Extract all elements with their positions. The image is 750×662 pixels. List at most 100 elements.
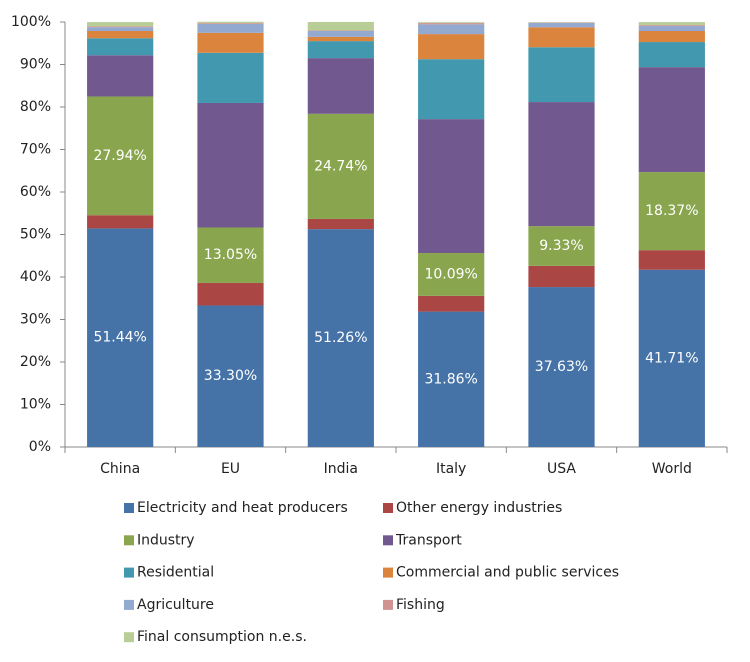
bar-segment: [418, 34, 485, 60]
legend-swatch: [383, 567, 393, 578]
bar-segment: [197, 23, 264, 33]
data-label: 41.71%: [645, 350, 698, 366]
legend-swatch: [383, 599, 393, 610]
bar-segment: [418, 22, 485, 24]
data-label: 33.30%: [204, 368, 257, 384]
bar-segment: [418, 252, 485, 296]
x-tick-label: World: [652, 461, 692, 477]
data-label: 10.09%: [424, 266, 477, 282]
y-tick-label: 0%: [29, 439, 51, 455]
bar-segment: [638, 22, 705, 26]
y-tick-label: 100%: [11, 14, 51, 30]
legend-swatch: [383, 535, 393, 546]
legend-swatch: [124, 535, 134, 546]
y-tick-label: 50%: [20, 227, 51, 243]
bar-segment: [307, 58, 374, 114]
data-label: 27.94%: [93, 148, 146, 164]
legend-label: Fishing: [396, 597, 445, 613]
y-tick-label: 80%: [20, 99, 51, 115]
bar-segment: [528, 265, 595, 288]
data-label: 13.05%: [204, 247, 257, 263]
bar-segment: [638, 269, 705, 447]
legend-label: Residential: [137, 565, 214, 581]
data-label: 37.63%: [535, 359, 588, 375]
bar-segment: [87, 31, 154, 39]
bar-segment: [418, 295, 485, 312]
bar-segment: [638, 25, 705, 32]
data-label: 9.33%: [539, 238, 583, 254]
x-tick-label: India: [324, 461, 358, 477]
data-label: 51.44%: [93, 330, 146, 346]
bar-segment: [87, 26, 154, 28]
bar-segment: [87, 55, 154, 97]
data-label: 31.86%: [424, 371, 477, 387]
bar-segment: [197, 282, 264, 306]
legend-label: Other energy industries: [396, 500, 562, 516]
bar-segment: [87, 38, 154, 56]
x-tick-label: EU: [221, 461, 240, 477]
bar-segment: [197, 52, 264, 103]
y-tick-label: 20%: [20, 354, 51, 370]
bar-segment: [197, 227, 264, 283]
legend-swatch: [124, 599, 134, 610]
legend-swatch: [124, 503, 134, 513]
bar-segment: [528, 23, 595, 28]
bar-segment: [528, 226, 595, 266]
bar-segment: [307, 30, 374, 37]
bar-segment: [307, 218, 374, 230]
legend-label: Electricity and heat producers: [137, 500, 348, 516]
bar-segment: [87, 228, 154, 447]
bar-segment: [418, 311, 485, 447]
legend-swatch: [383, 503, 393, 513]
bar-segment: [87, 215, 154, 229]
bar-segment: [638, 25, 705, 26]
legend-label: Transport: [395, 532, 462, 548]
bar-segment: [528, 47, 595, 103]
bar-segment: [638, 42, 705, 68]
data-label: 18.37%: [645, 203, 698, 219]
data-label: 51.26%: [314, 330, 367, 346]
legend-label: Agriculture: [137, 597, 214, 613]
bar-segment: [197, 32, 264, 53]
bar-segment: [197, 305, 264, 447]
bar-segment: [418, 23, 485, 25]
bar-segment: [87, 27, 154, 32]
x-tick-label: USA: [547, 461, 576, 477]
y-tick-label: 60%: [20, 184, 51, 200]
y-tick-label: 90%: [20, 57, 51, 73]
bar-segment: [87, 96, 154, 216]
bar-segment: [418, 119, 485, 253]
bar-segment: [197, 102, 264, 228]
bar-segment: [528, 102, 595, 227]
bar-segment: [87, 22, 154, 27]
legend-label: Final consumption n.e.s.: [137, 629, 307, 645]
legend-swatch: [124, 632, 134, 643]
bar-segment: [418, 24, 485, 35]
y-tick-label: 70%: [20, 142, 51, 158]
legend-swatch: [124, 567, 134, 578]
bar-segment: [307, 22, 374, 31]
x-tick-label: Italy: [436, 461, 466, 477]
y-tick-label: 40%: [20, 269, 51, 285]
bar-segment: [638, 172, 705, 251]
bar-segment: [638, 31, 705, 43]
bar-segment: [528, 27, 595, 48]
bar-segment: [307, 229, 374, 447]
bar-segment: [528, 287, 595, 447]
bar-segment: [638, 250, 705, 270]
bar-segment: [307, 41, 374, 59]
y-tick-label: 30%: [20, 312, 51, 328]
bar-segment: [307, 36, 374, 42]
x-tick-label: China: [100, 461, 140, 477]
y-tick-label: 10%: [20, 397, 51, 413]
bar-segment: [638, 67, 705, 173]
bar-segment: [197, 23, 264, 24]
bar-segment: [197, 21, 264, 24]
bar-segment: [307, 113, 374, 219]
bar-segment: [418, 59, 485, 120]
data-label: 24.74%: [314, 158, 367, 174]
legend-label: Industry: [137, 532, 195, 548]
legend-label: Commercial and public services: [396, 565, 619, 581]
